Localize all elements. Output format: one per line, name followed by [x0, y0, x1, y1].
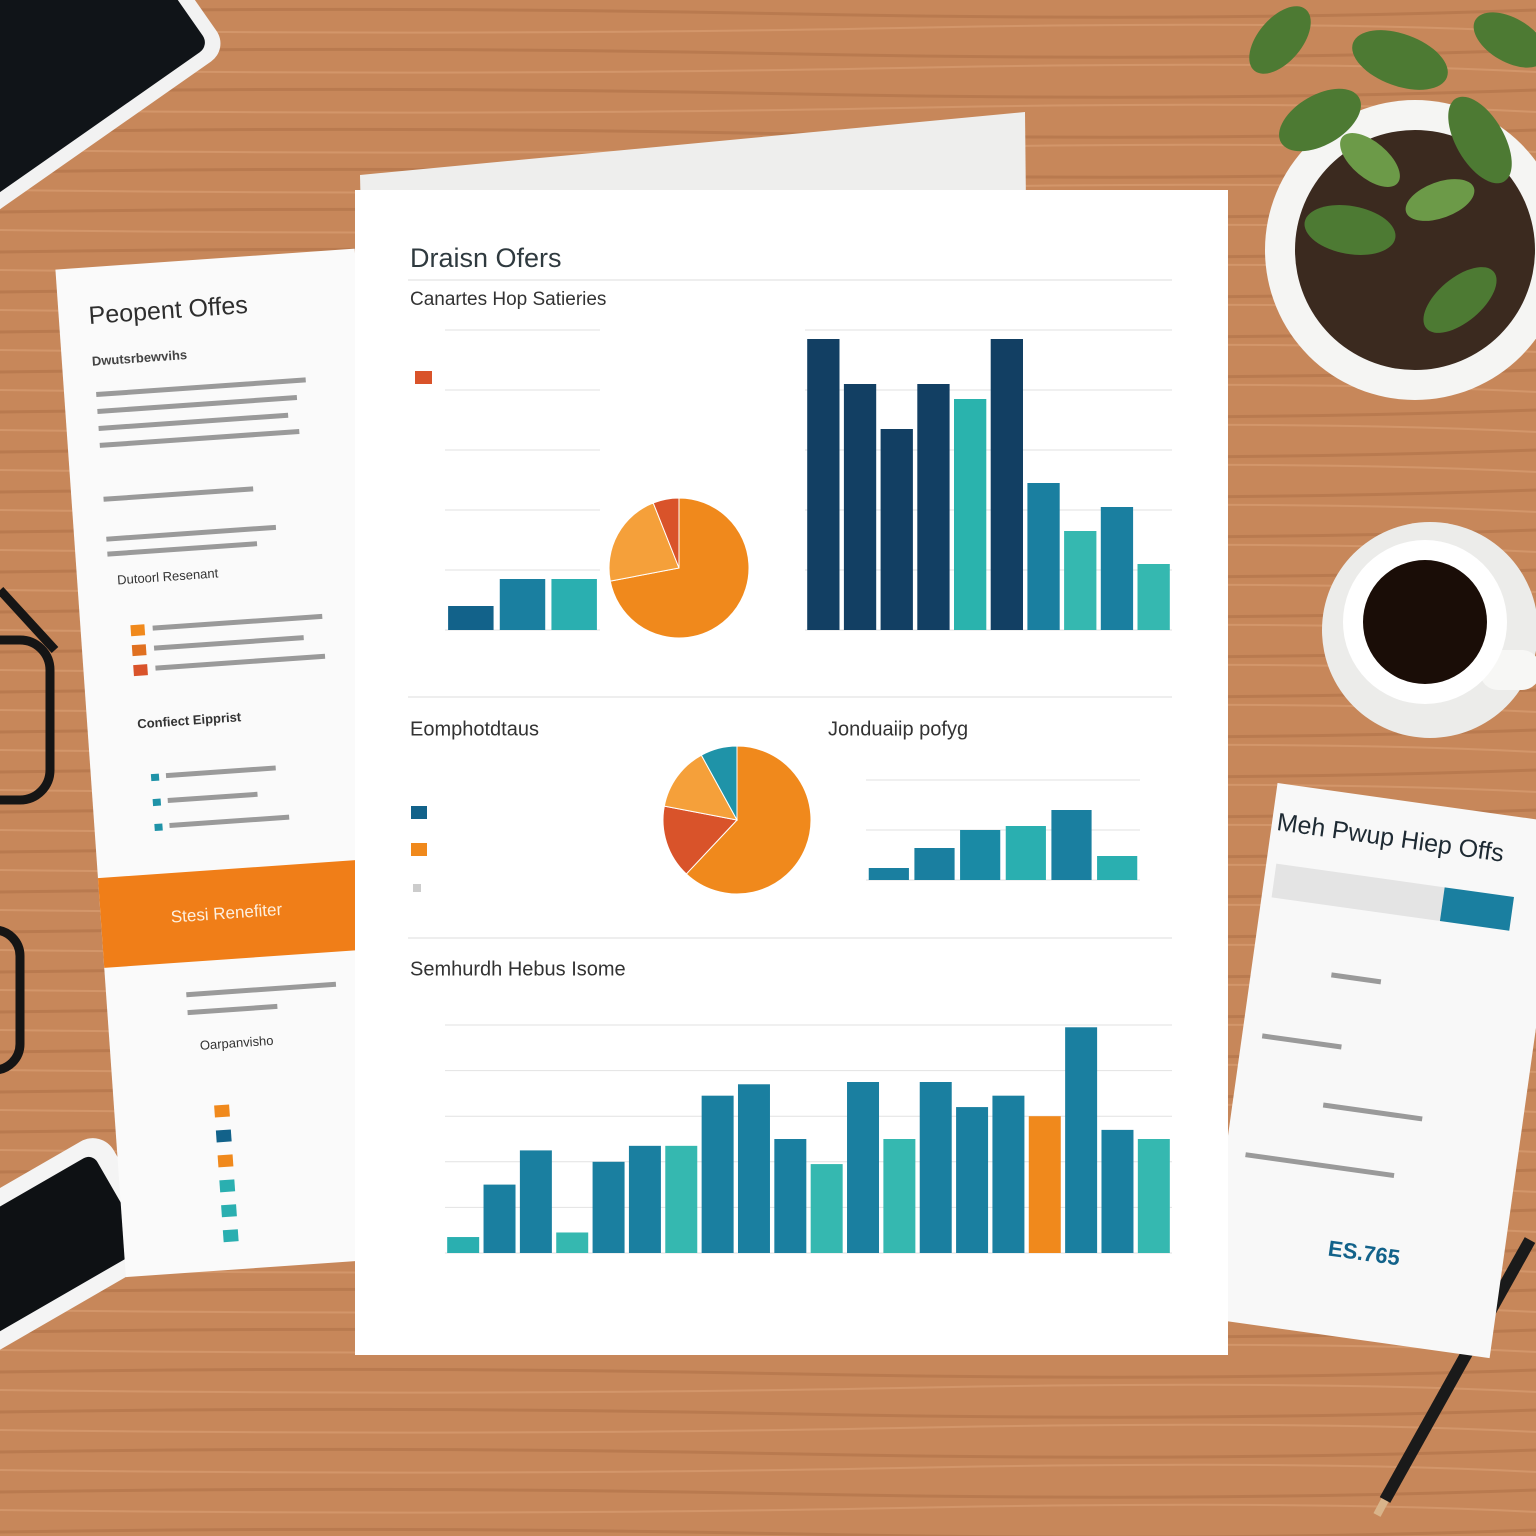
header-band	[1271, 863, 1445, 921]
section-title: Jonduaiip pofyg	[828, 718, 968, 740]
sheet	[1202, 783, 1536, 1359]
bar	[868, 868, 909, 880]
pie-slice	[662, 805, 738, 875]
footer-heading: Oarpanvisho	[199, 1033, 274, 1053]
pencil	[1373, 1237, 1536, 1517]
table-lines	[1245, 972, 1423, 1179]
header-tab	[1439, 887, 1514, 931]
bar	[701, 1095, 734, 1253]
bar	[956, 1107, 989, 1253]
bar	[992, 1095, 1025, 1253]
bar	[914, 848, 955, 880]
bar	[1051, 810, 1092, 880]
section-heading: Dutoorl Resenant	[117, 565, 219, 587]
bar	[990, 339, 1023, 630]
bar	[847, 1082, 880, 1253]
bar	[960, 830, 1001, 880]
contact-list	[150, 765, 290, 832]
section-title: Eomphotdtaus	[410, 718, 539, 740]
bar	[592, 1161, 625, 1253]
report-title: Draisn Ofers	[410, 243, 562, 273]
bar	[556, 1232, 589, 1253]
pie-slice	[609, 497, 750, 639]
contact-heading: Confiect Eipprist	[137, 709, 242, 731]
bar	[774, 1139, 807, 1253]
footer-list	[214, 1104, 239, 1243]
bar	[917, 384, 950, 630]
pie-slice	[700, 745, 738, 821]
legend	[411, 371, 432, 892]
report-subtitle: Canartes Hop Satieries	[410, 289, 606, 310]
bar	[954, 399, 987, 630]
orange-banner	[97, 857, 404, 968]
main-report: Draisn Ofers Canartes Hop Satieries Eomp…	[355, 190, 1228, 1355]
bar	[1028, 1116, 1061, 1253]
bar	[665, 1145, 698, 1253]
phone	[0, 1138, 163, 1357]
bar	[1137, 564, 1170, 630]
bar	[551, 579, 597, 630]
bar	[810, 1164, 843, 1253]
bar	[1097, 856, 1138, 880]
bar	[447, 1237, 480, 1253]
bar	[499, 579, 546, 630]
bar	[483, 1184, 516, 1253]
bar	[1064, 531, 1097, 630]
plant	[1249, 6, 1536, 400]
pie-slice	[652, 497, 680, 569]
pie-slice	[685, 745, 812, 895]
pie-slice	[608, 502, 680, 582]
bar	[519, 1150, 552, 1253]
bar	[628, 1145, 661, 1253]
bar	[1100, 507, 1134, 630]
bar	[919, 1082, 952, 1253]
pie-slice	[663, 754, 738, 821]
sheet	[55, 248, 426, 1278]
bar	[1101, 1129, 1134, 1253]
bar	[807, 339, 840, 630]
bar	[1005, 826, 1046, 880]
body-lines	[96, 377, 306, 557]
bar	[1027, 483, 1060, 630]
left-sheet: Peopent Offes Dwutsrbewvihs Dutoorl Rese…	[55, 248, 426, 1278]
coffee-cup	[1322, 522, 1536, 738]
bar	[883, 1139, 916, 1253]
section-title: Semhurdh Hebus Isome	[410, 958, 626, 980]
bar	[1065, 1027, 1098, 1253]
right-sheet: Meh Pwup Hiep Offs ES.765	[1202, 783, 1536, 1359]
bar	[737, 1084, 770, 1253]
legend-list	[130, 613, 326, 677]
bar	[880, 429, 913, 630]
bar	[843, 384, 877, 630]
bar	[448, 606, 494, 630]
glasses	[0, 586, 59, 1074]
tablet	[0, 0, 221, 213]
sheet-subtitle: Dwutsrbewvihs	[91, 347, 187, 369]
bar	[1137, 1139, 1170, 1253]
body-lines	[186, 981, 337, 1016]
